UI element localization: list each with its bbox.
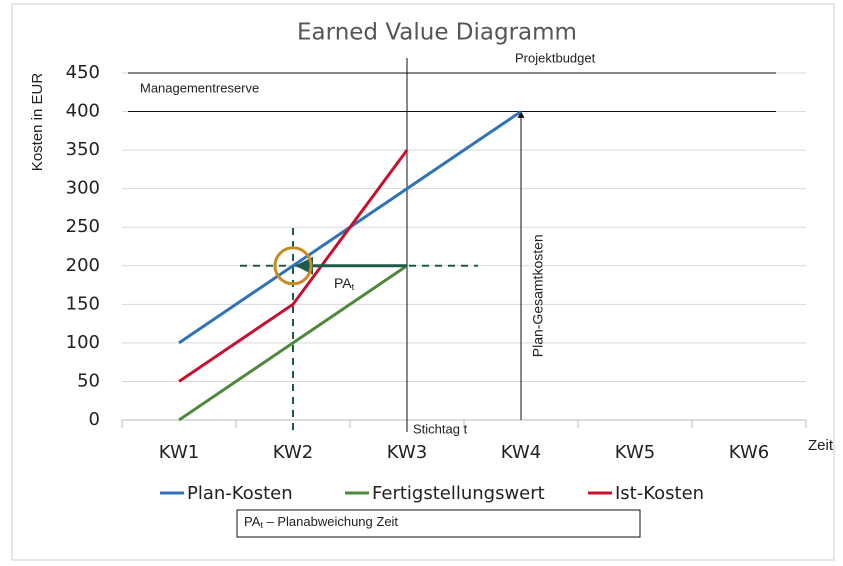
x-tick-label: KW2 <box>273 442 313 463</box>
note-label: PA <box>244 514 261 529</box>
note-sub: t <box>260 520 263 530</box>
y-tick-label: 150 <box>66 293 100 314</box>
x-tick-label: KW6 <box>729 442 769 463</box>
y-tick-label: 300 <box>66 178 100 199</box>
y-tick-label: 450 <box>66 62 100 83</box>
x-axis-label: Zeit <box>808 437 834 454</box>
legend-label: Fertigstellungswert <box>372 483 545 504</box>
frame <box>11 3 835 561</box>
variance-label-main: PA <box>334 275 352 291</box>
reference-label: Projektbudget <box>515 50 596 65</box>
variance-circle <box>273 246 313 286</box>
x-tick-label: KW3 <box>387 442 427 463</box>
series-line <box>178 149 409 383</box>
y-tick-label: 250 <box>66 216 100 237</box>
chart-title: Earned Value Diagramm <box>297 20 577 46</box>
note-rest: – Planabweichung Zeit <box>263 514 399 529</box>
x-tick-label: KW5 <box>615 442 655 463</box>
y-tick-label: 0 <box>89 409 100 430</box>
y-tick-label: 200 <box>66 255 100 276</box>
series-line <box>178 264 408 422</box>
x-tick-label: KW4 <box>501 442 541 463</box>
variance-label: PAt <box>334 275 355 293</box>
total-cost-label: Plan-Gesamtkosten <box>530 234 546 357</box>
reference-label: Managementreserve <box>140 80 259 95</box>
x-tick-label: KW1 <box>159 442 199 463</box>
legend-label: Ist-Kosten <box>615 483 704 504</box>
note-text: PAt – Planabweichung Zeit <box>244 514 398 530</box>
y-axis-label: Kosten in EUR <box>29 73 46 172</box>
variance-label-sub: t <box>352 282 355 292</box>
cutoff-label: Stichtag t <box>413 421 468 436</box>
y-tick-label: 50 <box>77 370 100 391</box>
y-tick-label: 100 <box>66 332 100 353</box>
y-tick-label: 400 <box>66 101 100 122</box>
note-box <box>236 509 641 538</box>
legend-label: Plan-Kosten <box>187 483 293 504</box>
y-tick-label: 350 <box>66 139 100 160</box>
